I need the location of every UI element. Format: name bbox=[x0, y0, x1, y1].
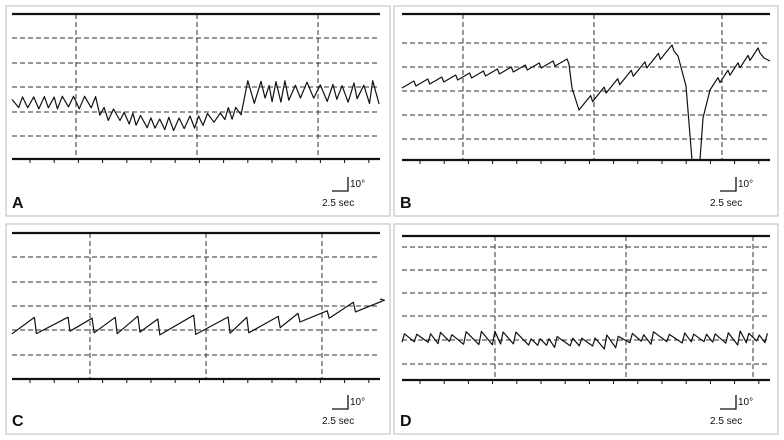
panel: 10° 2.5 sec D bbox=[393, 223, 779, 435]
scale-amplitude: 10° bbox=[738, 179, 753, 190]
scale-bar bbox=[720, 177, 737, 192]
panel-label: D bbox=[400, 413, 412, 430]
panel-label: B bbox=[400, 195, 412, 212]
scale-amplitude: 10° bbox=[350, 397, 365, 408]
panel: 10° 2.5 sec C bbox=[5, 223, 391, 435]
scale-time: 2.5 sec bbox=[322, 198, 354, 209]
scale-amplitude: 10° bbox=[350, 179, 365, 190]
panel: 10° 2.5 sec A bbox=[5, 5, 391, 217]
panel-label: A bbox=[12, 195, 24, 212]
scale-bar bbox=[332, 177, 349, 192]
trace bbox=[11, 80, 380, 132]
trace bbox=[11, 298, 385, 336]
scale-bar bbox=[332, 395, 349, 410]
panel-frame bbox=[393, 223, 779, 435]
panel-frame bbox=[393, 5, 779, 217]
scale-bar bbox=[720, 395, 737, 410]
scale-time: 2.5 sec bbox=[710, 416, 742, 427]
panel-label: C bbox=[12, 413, 24, 430]
trace bbox=[401, 330, 768, 350]
scale-time: 2.5 sec bbox=[710, 198, 742, 209]
panel-frame bbox=[5, 223, 391, 435]
scale-time: 2.5 sec bbox=[322, 416, 354, 427]
trace bbox=[401, 44, 771, 161]
panel: 10° 2.5 sec B bbox=[393, 5, 779, 217]
scale-amplitude: 10° bbox=[738, 397, 753, 408]
panel-frame bbox=[5, 5, 391, 217]
